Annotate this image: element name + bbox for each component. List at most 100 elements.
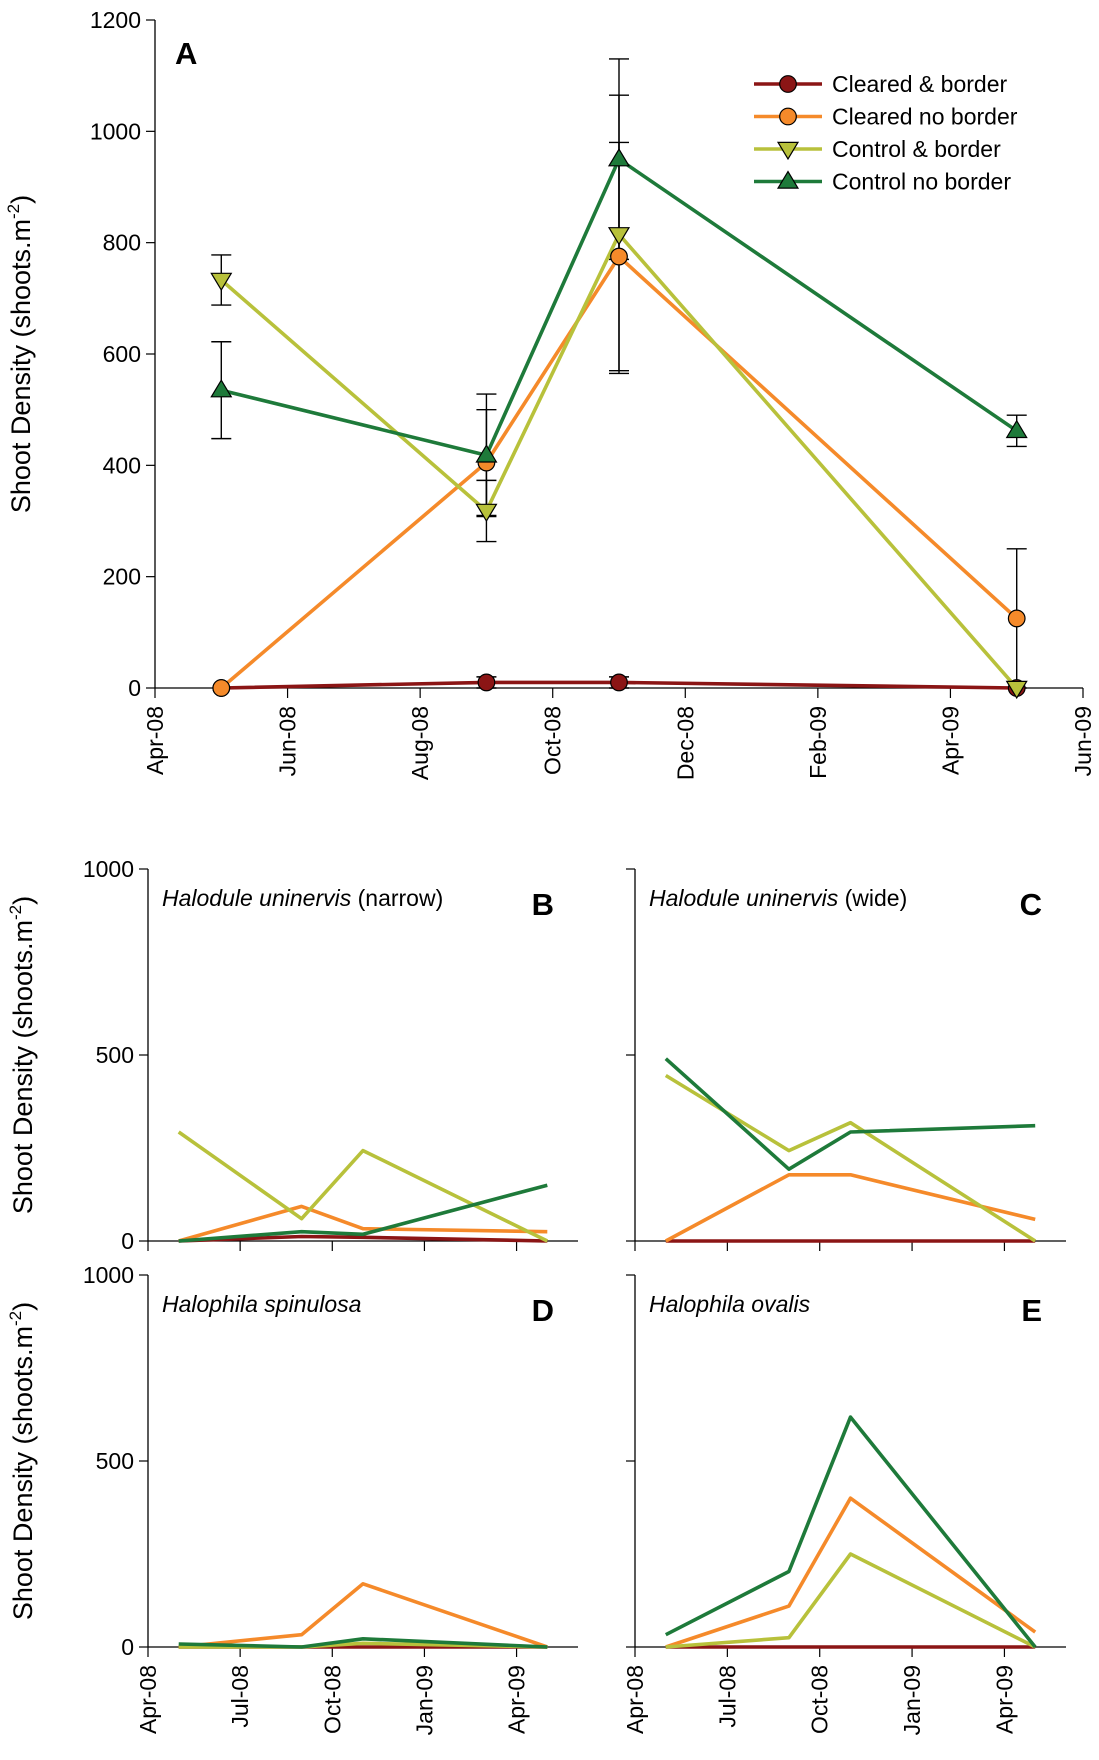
data-point-control-no-border <box>210 379 233 398</box>
legend-label: Control & border <box>832 136 1001 162</box>
y-tick-label: 1200 <box>90 7 141 33</box>
x-tick-label: Jul-08 <box>227 1665 253 1728</box>
data-point-control-no-border <box>475 444 498 463</box>
legend-label: Cleared no border <box>832 104 1018 130</box>
x-tick-label: Apr-09 <box>504 1665 530 1734</box>
series-line-cleared-no-border <box>178 1582 548 1649</box>
panel-letter: C <box>1020 887 1042 922</box>
data-point-cleared-no-border <box>610 247 628 266</box>
series-line-control-and-border <box>665 1552 1037 1649</box>
legend-marker <box>776 170 800 189</box>
y-axis-label-superscript: -2 <box>4 204 23 219</box>
x-tick-label: Jul-08 <box>714 1665 740 1728</box>
species-label: Halophila ovalis <box>649 1291 811 1317</box>
x-tick-label: Dec-08 <box>672 706 698 780</box>
data-point-cleared-no-border <box>1007 609 1026 628</box>
series-line-control-and-border <box>664 1073 1037 1243</box>
y-tick-label: 200 <box>103 564 141 590</box>
data-point-cleared-and-border <box>610 673 628 692</box>
series-line-cleared-no-border <box>664 1173 1036 1243</box>
x-tick-label: Apr-09 <box>937 706 963 775</box>
data-point-control-and-border <box>210 272 233 292</box>
species-label: Halophila spinulosa <box>162 1291 361 1317</box>
panel-a: 0 200 400 600 800 1000 1200 Apr-08 Jun-08 Aug-08 O… <box>4 7 1096 780</box>
legend: Cleared & border Cleared no border Control… <box>754 71 1018 195</box>
series-line-control-and-border <box>177 1130 549 1243</box>
y-tick-label: 800 <box>103 230 141 256</box>
panel-letter: B <box>532 887 554 922</box>
legend-label: Control no border <box>832 169 1011 195</box>
legend-marker <box>779 75 797 93</box>
y-axis-label: Shoot Density (shoots.m-2) <box>4 195 36 513</box>
data-point-cleared-no-border <box>212 679 231 697</box>
y-axis-label-text: Shoot Density (shoots.m <box>8 1326 38 1620</box>
y-tick-label: 0 <box>121 1228 134 1254</box>
data-point-control-and-border <box>475 503 498 523</box>
y-tick-label: 0 <box>128 675 141 701</box>
y-axis-label-close: ) <box>8 896 38 905</box>
panel-letter: A <box>175 36 197 71</box>
y-axis-label: Shoot Density (shoots.m-2) <box>6 1302 38 1620</box>
species-suffix: (narrow) <box>351 885 443 911</box>
y-axis-label-text: Shoot Density (shoots.m <box>8 920 38 1214</box>
y-axis-label-close: ) <box>6 195 36 204</box>
y-tick-label: 600 <box>103 341 141 367</box>
panel-b: 0 500 1000 Shoot Density (shoots.m-2) B Halod… <box>6 856 578 1254</box>
x-tick-label: Apr-08 <box>135 1665 161 1734</box>
data-point-control-and-border <box>607 227 631 246</box>
panel-c: C Halodule uninervis (wide) <box>626 868 1066 1251</box>
x-tick-label: Jun-08 <box>275 706 301 776</box>
x-tick-label: Aug-08 <box>407 706 433 780</box>
y-tick-label: 500 <box>96 1448 134 1474</box>
species-name: Halodule uninervis <box>649 885 839 911</box>
x-tick-label: Jun-09 <box>1070 706 1096 776</box>
series-line-control-no-border <box>664 1057 1036 1171</box>
x-tick-label: Jan-09 <box>411 1665 437 1735</box>
legend-label: Cleared & border <box>832 71 1007 97</box>
series-line-cleared-and-border <box>178 1234 548 1243</box>
series-line-cleared-and-border <box>221 680 1017 690</box>
y-axis-label: Shoot Density (shoots.m-2) <box>6 896 38 1214</box>
panel-letter: D <box>532 1293 554 1328</box>
y-tick-label: 1000 <box>83 1262 134 1288</box>
series-line-cleared-no-border <box>178 1204 548 1243</box>
x-tick-label: Apr-08 <box>622 1665 648 1734</box>
x-tick-label: Jan-09 <box>899 1665 925 1735</box>
y-axis-label-superscript: -2 <box>6 905 25 920</box>
x-tick-label: Apr-09 <box>991 1665 1017 1734</box>
y-axis-label-superscript: -2 <box>6 1311 25 1326</box>
y-tick-label: 1000 <box>90 118 141 144</box>
species-suffix: (wide) <box>838 885 907 911</box>
series-line-cleared-no-border <box>665 1496 1037 1649</box>
legend-marker <box>776 141 800 161</box>
data-point-control-no-border <box>1005 419 1028 439</box>
y-tick-label: 500 <box>96 1042 134 1068</box>
x-tick-label: Oct-08 <box>319 1665 345 1734</box>
y-tick-label: 0 <box>121 1634 134 1660</box>
species-name: Halophila ovalis <box>649 1291 811 1317</box>
series-line-control-no-border <box>220 157 1018 458</box>
series-line-control-no-border <box>664 1415 1037 1649</box>
series-line-cleared-no-border <box>220 254 1018 690</box>
x-tick-label: Feb-09 <box>805 706 831 779</box>
x-tick-label: Oct-08 <box>540 706 566 775</box>
y-axis-label-text: Shoot Density (shoots.m <box>6 219 36 513</box>
series-line-control-no-border <box>178 1637 548 1649</box>
data-point-control-no-border <box>607 148 631 167</box>
species-name: Halophila spinulosa <box>162 1291 361 1317</box>
x-tick-label: Apr-08 <box>142 706 168 775</box>
y-tick-label: 1000 <box>83 856 134 882</box>
series-line-control-and-border <box>220 232 1019 690</box>
y-tick-label: 400 <box>103 452 141 478</box>
data-point-control-and-border <box>1005 680 1028 700</box>
legend-marker <box>779 107 797 126</box>
data-point-cleared-and-border <box>477 673 496 692</box>
y-axis-label-close: ) <box>8 1302 38 1311</box>
species-name: Halodule uninervis <box>162 885 352 911</box>
panel-letter: E <box>1021 1293 1042 1328</box>
panel-d: 0 500 1000 Apr-08 Jul-08 Oct-08 Jan-09 Apr-09 Sh… <box>6 1262 578 1735</box>
panel-e: Apr-08 Jul-08 Oct-08 Jan-09 Apr-09 E Halophila… <box>622 1274 1066 1735</box>
species-label: Halodule uninervis (narrow) <box>162 885 443 911</box>
species-label: Halodule uninervis (wide) <box>649 885 907 911</box>
